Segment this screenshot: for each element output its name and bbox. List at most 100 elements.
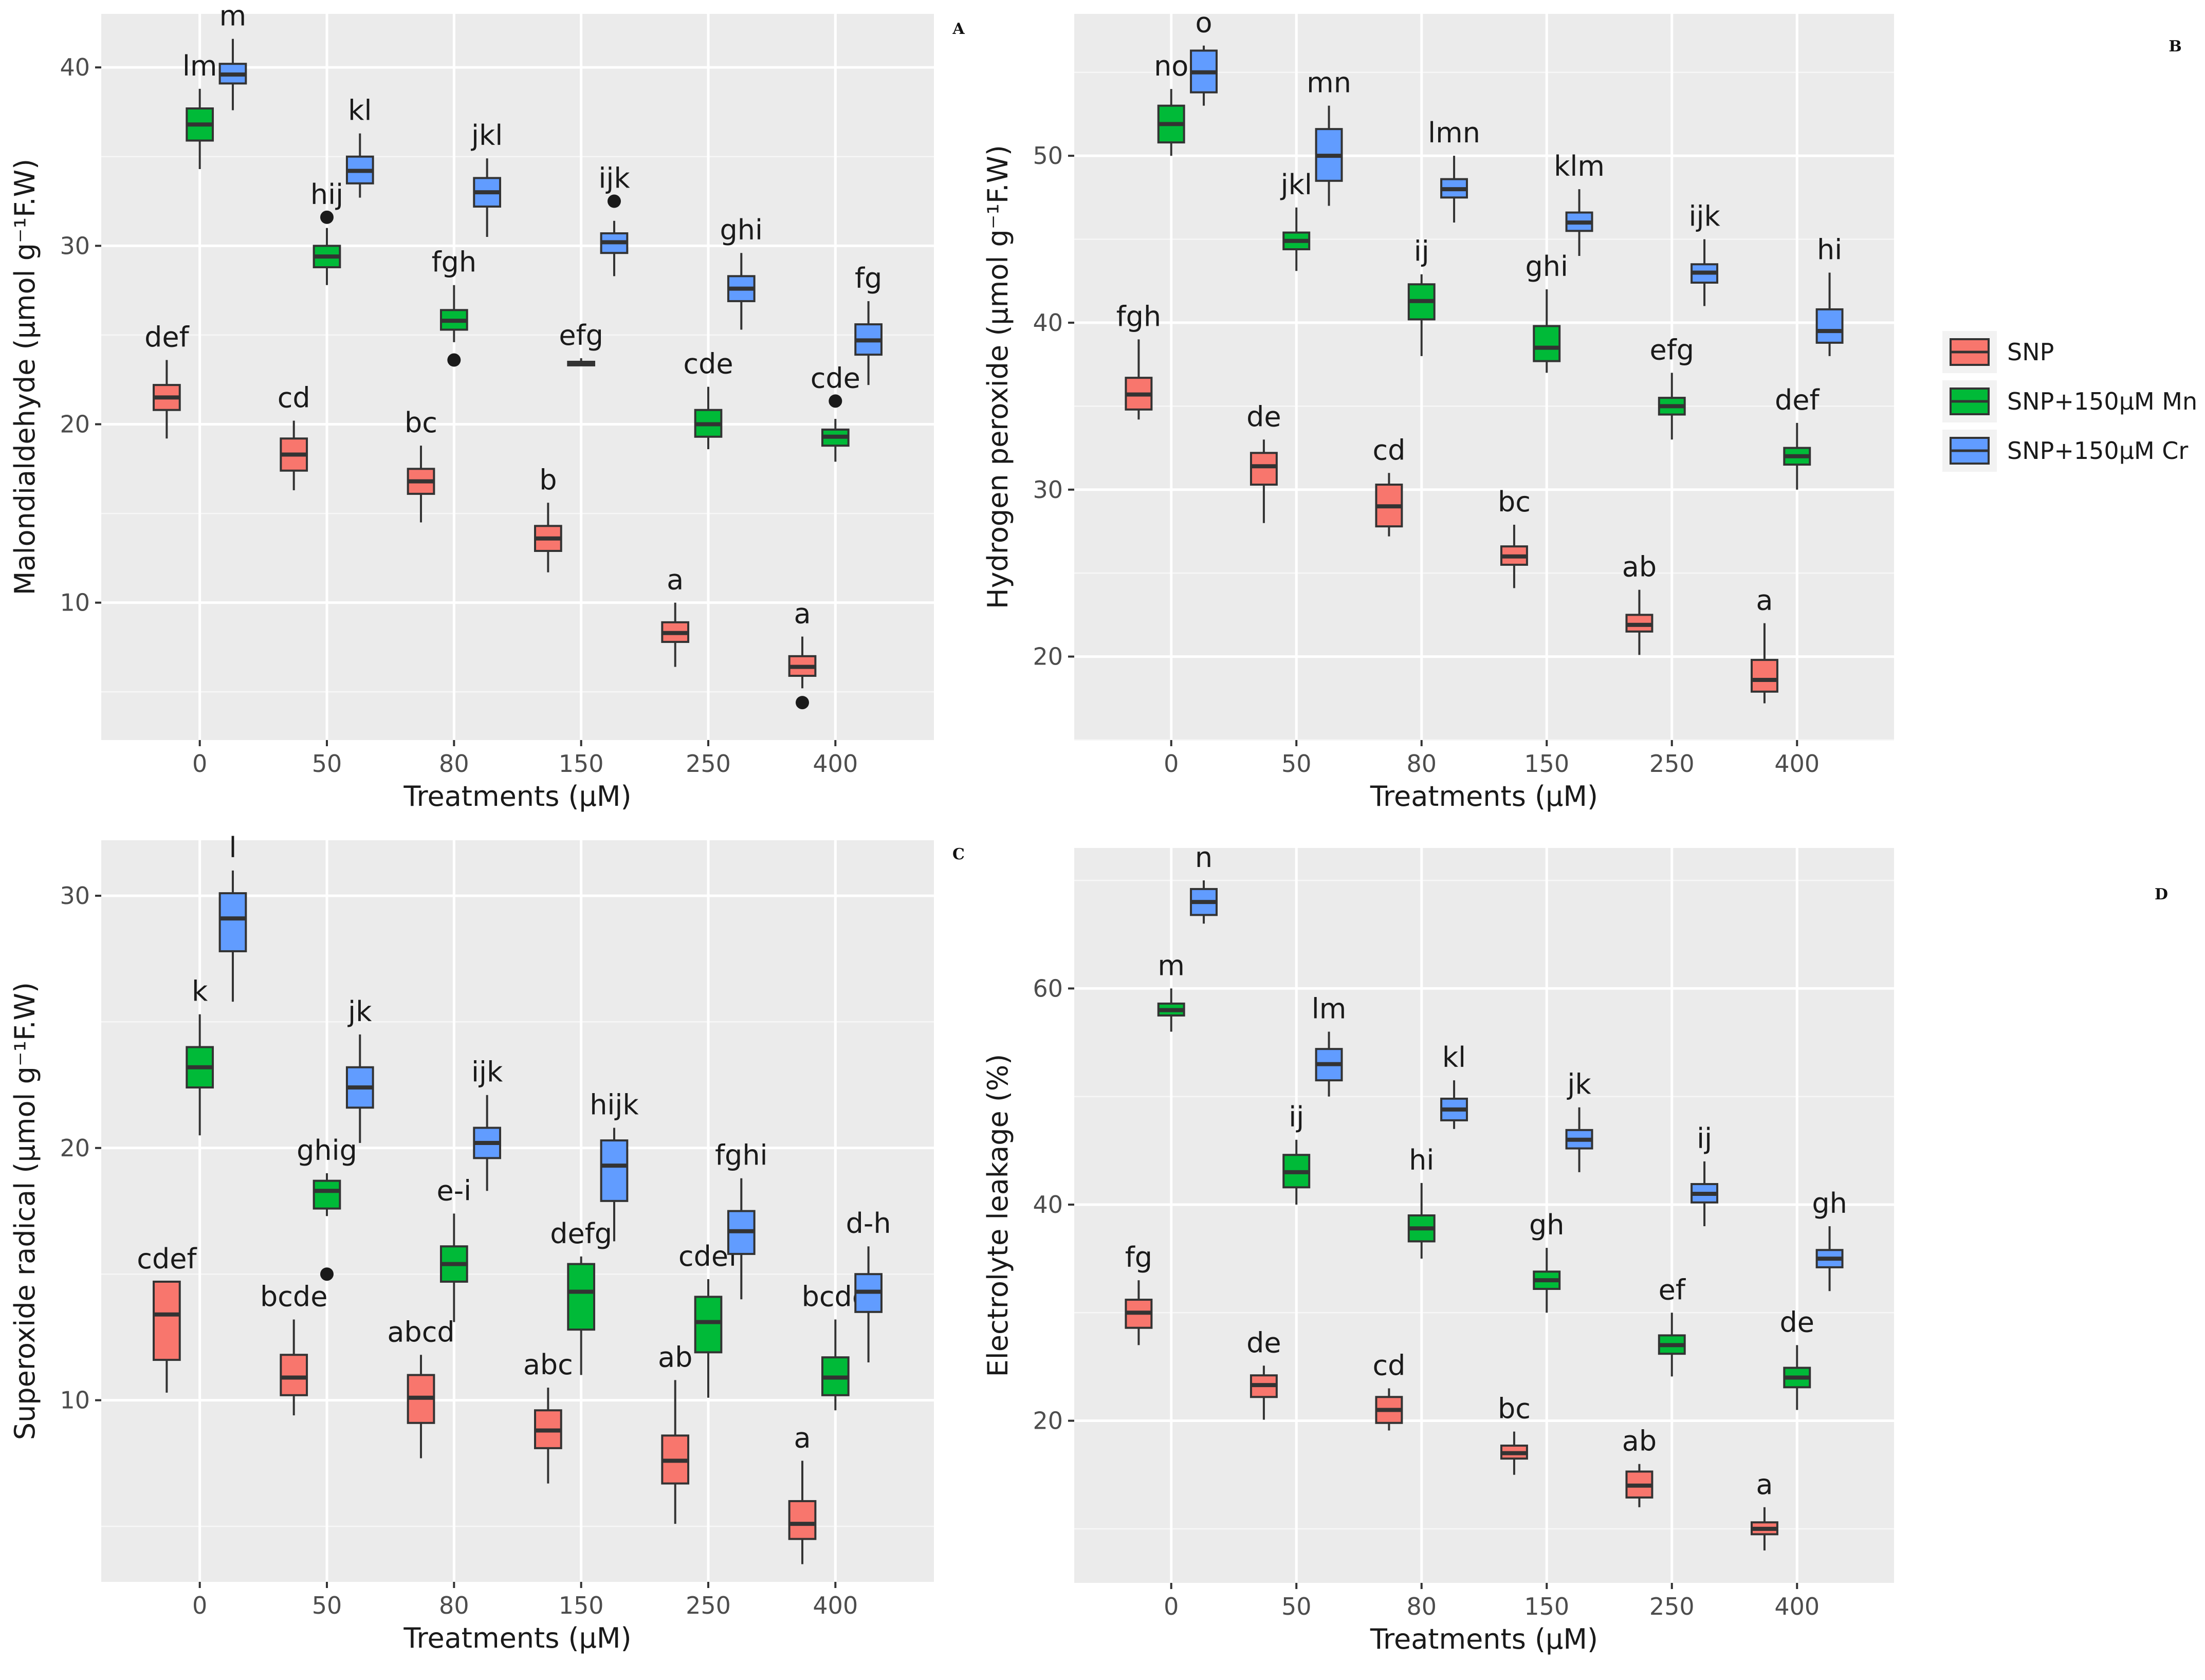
- x-tick-label: 250: [686, 1592, 731, 1619]
- y-tick-label: 30: [60, 882, 90, 910]
- outlier-point: [829, 394, 842, 408]
- significance-label: o: [1196, 7, 1212, 39]
- significance-label: cd: [1372, 1349, 1405, 1381]
- box-b-s1-c3: ghi: [1525, 250, 1568, 373]
- box-b-s2-c2: lmn: [1428, 117, 1480, 223]
- y-axis-title: Superoxide radical (μmol g⁻¹F.W): [9, 982, 41, 1440]
- box-c-s1-c1: ghig: [297, 1134, 357, 1281]
- significance-label: d-h: [846, 1207, 891, 1240]
- significance-label: abcd: [387, 1316, 454, 1348]
- y-tick-label: 20: [60, 411, 90, 438]
- box-a-s2-c1: kl: [345, 95, 374, 198]
- y-tick-label: 30: [1033, 476, 1063, 504]
- significance-label: def: [1775, 384, 1821, 416]
- x-tick-label: 0: [1164, 1593, 1179, 1620]
- significance-label: kl: [348, 95, 372, 127]
- legend-label-mn: SNP+150μM Mn: [2007, 387, 2197, 415]
- x-tick-label: 400: [813, 750, 858, 778]
- box-c-s0-c1: bcde: [260, 1281, 327, 1416]
- box-b-s0-c2: cd: [1372, 434, 1405, 537]
- x-tick-label: 250: [1649, 1593, 1695, 1620]
- x-tick-label: 250: [686, 750, 731, 778]
- significance-label: l: [229, 832, 236, 864]
- significance-label: a: [1756, 1468, 1773, 1501]
- significance-label: de: [1780, 1306, 1815, 1338]
- box-c-s2-c4: fghi: [715, 1139, 768, 1300]
- box-a-s1-c2: fgh: [432, 246, 476, 367]
- box-a-s1-c4: cde: [683, 348, 733, 450]
- box-b-s2-c1: mn: [1307, 67, 1351, 206]
- x-axis-title: Treatments (μM): [1370, 780, 1598, 813]
- box-iqr: [1815, 308, 1844, 344]
- box-d-s2-c0: n: [1190, 841, 1218, 924]
- box-d-s0-c4: ab: [1622, 1425, 1657, 1507]
- box-d-s1-c2: hi: [1407, 1144, 1436, 1259]
- box-d-s1-c5: de: [1780, 1306, 1815, 1410]
- significance-label: defg: [550, 1217, 612, 1250]
- significance-label: bcde: [260, 1281, 327, 1313]
- significance-label: jkl: [471, 119, 503, 152]
- significance-label: a: [794, 598, 811, 630]
- significance-label: ij: [1697, 1122, 1712, 1155]
- box-b-s2-c3: klm: [1554, 150, 1605, 256]
- box-b-s1-c0: no: [1154, 50, 1188, 156]
- box-iqr: [1751, 659, 1778, 693]
- significance-label: hi: [1817, 233, 1842, 266]
- significance-label: ghi: [720, 214, 763, 246]
- y-tick-label: 30: [60, 232, 90, 260]
- significance-label: de: [1246, 1326, 1281, 1359]
- box-a-s0-c3: b: [534, 464, 562, 573]
- box-c-s0-c2: abcd: [387, 1316, 455, 1459]
- significance-label: cd: [278, 382, 310, 414]
- plot-area-d: [1074, 848, 1894, 1583]
- significance-label: ijk: [471, 1056, 503, 1088]
- box-iqr: [1250, 452, 1278, 486]
- box-iqr: [218, 892, 247, 952]
- x-tick-label: 250: [1649, 750, 1695, 778]
- y-tick-label: 40: [1033, 309, 1063, 337]
- x-tick-label: 150: [1524, 1593, 1569, 1620]
- box-c-s2-c0: l: [218, 832, 247, 1002]
- significance-label: ghig: [297, 1134, 357, 1167]
- panel-tag-c: C: [952, 845, 965, 863]
- x-tick-label: 80: [439, 1592, 469, 1619]
- box-iqr: [567, 1263, 596, 1331]
- significance-label: no: [1154, 50, 1188, 82]
- y-tick-label: 20: [60, 1134, 90, 1162]
- box-c-s0-c3: abc: [523, 1349, 573, 1484]
- box-iqr: [600, 1139, 629, 1202]
- x-tick-label: 0: [1164, 750, 1179, 778]
- y-axis-title: Electrolyte leakage (%): [982, 1054, 1014, 1377]
- x-tick-label: 400: [1774, 1593, 1820, 1620]
- significance-label: ij: [1414, 235, 1429, 268]
- box-iqr: [1533, 325, 1561, 362]
- x-tick-label: 50: [1281, 1593, 1312, 1620]
- box-c-s0-c0: cdef: [137, 1243, 197, 1393]
- x-axis-title: Treatments (μM): [1370, 1623, 1598, 1655]
- significance-label: m: [219, 0, 247, 32]
- panel-b: 20 30 40 50 0 50 80 150 250 400 Treatments (μM) Hyd…: [982, 7, 1894, 813]
- significance-label: jk: [1567, 1068, 1591, 1101]
- box-iqr: [313, 1179, 341, 1210]
- box-d-s2-c2: kl: [1440, 1041, 1468, 1129]
- x-tick-label: 50: [1281, 750, 1312, 778]
- x-tick-label: 150: [559, 750, 604, 778]
- significance-label: efg: [1650, 334, 1695, 366]
- significance-label: k: [192, 975, 208, 1008]
- box-a-s1-c0: lm: [182, 50, 217, 170]
- significance-label: ijk: [1688, 200, 1720, 233]
- box-d-s0-c0: fg: [1125, 1241, 1153, 1345]
- box-d-s0-c5: a: [1751, 1468, 1778, 1550]
- y-tick-label: 10: [60, 1387, 90, 1414]
- significance-label: bc: [405, 407, 437, 439]
- significance-label: bc: [1498, 486, 1531, 518]
- box-b-s0-c5: a: [1751, 584, 1778, 704]
- significance-label: lm: [182, 50, 217, 82]
- box-d-s1-c3: gh: [1529, 1209, 1565, 1313]
- box-c-s2-c3: hijk: [590, 1089, 639, 1242]
- legend-label-cr: SNP+150μM Cr: [2007, 437, 2188, 465]
- box-c-s2-c5: d-h: [846, 1207, 891, 1362]
- box-a-s1-c1: hij: [310, 178, 343, 285]
- x-tick-label: 0: [192, 750, 207, 778]
